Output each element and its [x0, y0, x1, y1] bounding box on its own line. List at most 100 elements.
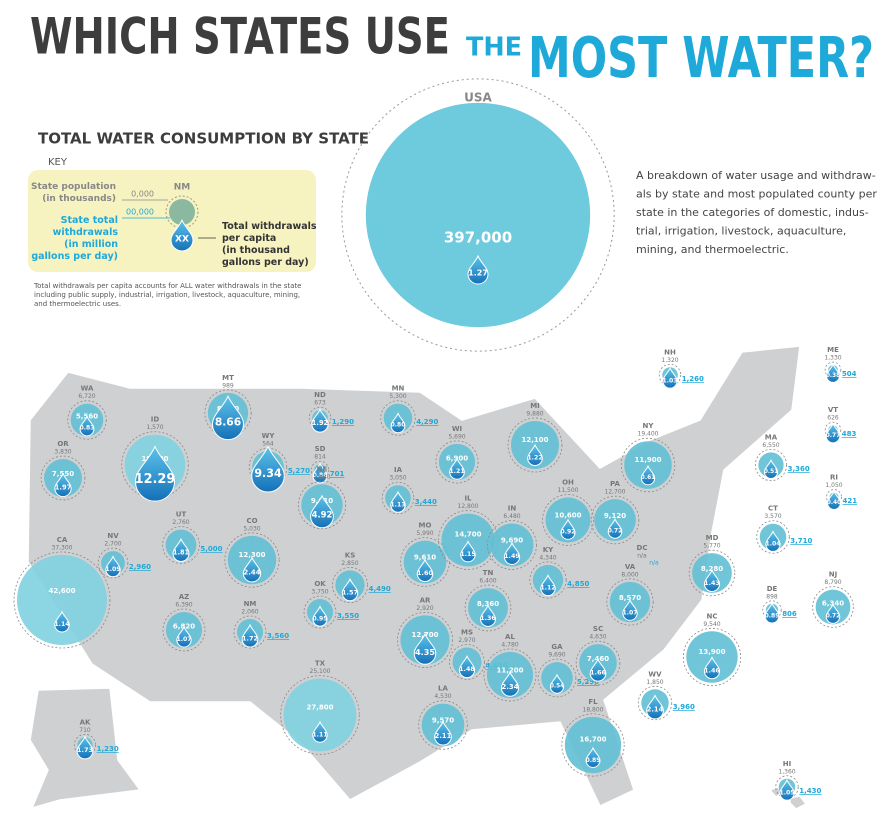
- state-population: 1,050: [825, 482, 842, 489]
- state-ring: [435, 440, 479, 484]
- state-ring: [762, 600, 782, 620]
- water-drop: [458, 654, 476, 679]
- state-circle: [564, 716, 622, 774]
- per-capita-label: 1.07: [622, 609, 637, 616]
- state-abbr: ND: [314, 391, 326, 399]
- state-marker: UT2,760 5,000 1.81: [162, 511, 223, 564]
- state-ring: [637, 685, 673, 721]
- state-population: 1,360: [778, 768, 795, 775]
- per-capita-label: 1.27: [468, 269, 488, 278]
- water-drop: [312, 720, 328, 743]
- water-drop: [826, 363, 840, 383]
- water-drop: [779, 778, 795, 801]
- water-drop: [640, 464, 656, 486]
- state-ring: [67, 400, 107, 440]
- state-ring: [397, 612, 453, 668]
- state-abbr: OH: [562, 479, 574, 487]
- water-drop: [646, 694, 664, 720]
- water-drop: [413, 632, 437, 665]
- state-total: 12,300: [238, 551, 265, 559]
- description-line: mining, and thermoelectric.: [636, 243, 789, 256]
- water-drop: [460, 540, 476, 563]
- water-drop: [607, 517, 623, 539]
- per-capita-label: 1.49: [504, 552, 520, 560]
- state-abbr: TN: [483, 569, 494, 577]
- water-drop: [434, 720, 452, 746]
- per-capita-label: 1.22: [527, 454, 542, 461]
- description-line: als by state and most populated county p…: [636, 188, 877, 201]
- state-abbr: ID: [151, 416, 160, 424]
- key-population-label: State population (in thousands): [31, 182, 116, 204]
- state-population: 9,540: [703, 621, 720, 628]
- water-drop: [341, 577, 359, 602]
- water-drop: [390, 490, 406, 513]
- state-ring: [297, 480, 347, 530]
- state-marker: VA8,000 8,570 1.07: [606, 563, 654, 626]
- water-drop: [76, 735, 94, 760]
- state-total: 806: [782, 610, 797, 618]
- water-drop: [311, 408, 329, 433]
- state-ring: [487, 520, 537, 570]
- key-box: [28, 170, 316, 272]
- water-drop: [585, 746, 601, 768]
- water-drop: [54, 472, 72, 498]
- state-abbr: RI: [830, 474, 838, 482]
- state-total: 4,490: [369, 585, 391, 593]
- state-abbr: AZ: [179, 593, 190, 601]
- description-line: state in the categories of domestic, ind…: [636, 206, 869, 219]
- state-abbr: GA: [551, 643, 563, 651]
- key-population-example: 0,000: [131, 190, 154, 199]
- key-total-example: 00,000: [126, 208, 154, 217]
- state-ring: [13, 551, 111, 649]
- state-ring: [331, 566, 369, 604]
- state-abbr: ME: [827, 346, 839, 354]
- per-capita-label: 0.89: [586, 757, 601, 764]
- state-marker: AZ6,3906,8201.07: [162, 593, 206, 652]
- state-ring: [40, 455, 86, 501]
- state-total: 8,280: [701, 565, 723, 573]
- water-drop: [480, 604, 496, 627]
- state-abbr: WI: [452, 425, 462, 433]
- state-abbr: CO: [246, 517, 257, 525]
- state-total: 1,230: [97, 745, 119, 753]
- water-drop: [170, 218, 194, 252]
- state-ring: [754, 448, 788, 482]
- state-abbr: SD: [315, 445, 326, 453]
- state-marker: DCn/an/a: [637, 544, 660, 567]
- state-population: 564: [262, 441, 274, 448]
- per-capita-label: 1.04: [765, 541, 780, 548]
- water-drop: [134, 445, 176, 502]
- per-capita-label: 12.29: [135, 472, 176, 487]
- state-ring: [303, 595, 337, 629]
- per-capita-label: 1.66: [590, 669, 606, 677]
- state-total: 12,100: [521, 436, 548, 444]
- per-capita-label: 1.92: [312, 419, 329, 427]
- state-abbr: NV: [107, 532, 119, 540]
- state-marker: TN6,400 8,360 1.36: [464, 569, 512, 632]
- state-population: 6,720: [78, 393, 95, 400]
- state-marker: OR3,8307,5501.97: [40, 440, 86, 501]
- state-ring: [162, 608, 206, 652]
- state-total: 8,570: [619, 594, 641, 602]
- water-drop: [79, 415, 95, 437]
- water-drop: [549, 673, 565, 694]
- water-drop: [827, 490, 841, 510]
- state-marker: AL4,780 11,200 2.34: [483, 633, 537, 702]
- water-drop: [703, 569, 721, 592]
- state-population: 626: [827, 415, 839, 422]
- description-line: A breakdown of water usage and withdraw-: [636, 169, 876, 182]
- state-population: 11,500: [558, 487, 579, 494]
- state-population: 4,530: [434, 693, 451, 700]
- state-abbr: MA: [765, 433, 778, 441]
- per-capita-label: XX: [175, 234, 189, 244]
- state-abbr: OR: [57, 440, 69, 448]
- footnote-line: Total withdrawals per capita accounts fo…: [33, 282, 301, 290]
- state-population: 814: [314, 454, 326, 461]
- per-capita-label: 0.92: [561, 529, 576, 536]
- water-drop: [764, 602, 780, 624]
